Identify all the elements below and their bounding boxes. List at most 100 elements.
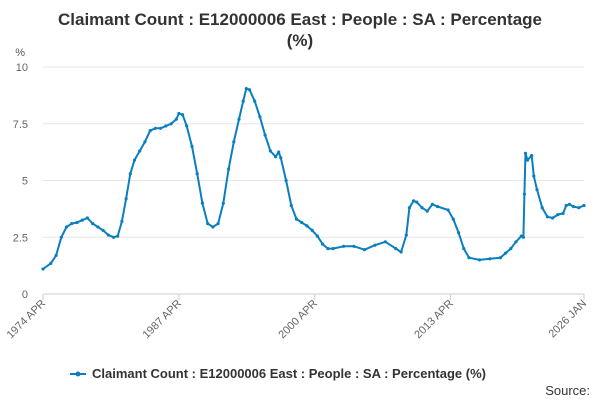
data-point[interactable]	[446, 208, 450, 212]
data-point[interactable]	[509, 247, 513, 251]
data-point[interactable]	[394, 247, 398, 251]
data-point[interactable]	[420, 206, 424, 210]
data-point[interactable]	[268, 149, 272, 153]
data-point[interactable]	[412, 199, 416, 203]
data-point[interactable]	[289, 203, 293, 208]
data-point[interactable]	[521, 235, 526, 239]
data-point[interactable]	[315, 234, 319, 238]
data-point[interactable]	[263, 133, 267, 137]
data-point[interactable]	[70, 222, 74, 226]
data-point[interactable]	[310, 228, 314, 232]
data-point[interactable]	[164, 124, 168, 128]
data-point[interactable]	[132, 158, 137, 162]
data-point[interactable]	[241, 99, 245, 103]
data-point[interactable]	[185, 124, 189, 128]
data-point[interactable]	[342, 244, 346, 248]
data-point[interactable]	[49, 261, 53, 265]
data-point[interactable]	[430, 202, 434, 206]
data-point[interactable]	[525, 158, 530, 162]
data-point[interactable]	[436, 205, 440, 209]
data-point[interactable]	[190, 144, 194, 148]
data-point[interactable]	[153, 126, 157, 130]
data-point[interactable]	[195, 172, 199, 176]
data-point[interactable]	[415, 200, 419, 204]
data-point[interactable]	[535, 188, 539, 192]
data-point[interactable]	[556, 213, 560, 217]
data-point[interactable]	[54, 253, 58, 257]
data-point[interactable]	[169, 122, 173, 126]
data-point[interactable]	[425, 209, 429, 213]
data-point[interactable]	[221, 201, 225, 205]
data-point[interactable]	[582, 203, 586, 208]
data-point[interactable]	[116, 234, 120, 238]
data-point[interactable]	[294, 217, 299, 221]
data-point[interactable]	[451, 217, 455, 221]
data-point[interactable]	[211, 225, 215, 229]
data-point[interactable]	[101, 228, 105, 232]
data-point[interactable]	[274, 155, 278, 159]
data-point[interactable]	[91, 222, 95, 226]
data-point[interactable]	[216, 222, 220, 226]
data-point[interactable]	[227, 167, 231, 171]
data-point[interactable]	[277, 150, 281, 154]
data-point[interactable]	[498, 256, 502, 260]
data-point[interactable]	[326, 247, 330, 251]
data-point[interactable]	[237, 117, 241, 121]
data-point[interactable]	[181, 113, 185, 117]
data-point[interactable]	[567, 202, 572, 206]
data-point[interactable]	[467, 256, 471, 260]
data-point[interactable]	[305, 224, 309, 228]
legend[interactable]: Claimant Count : E12000006 East : People…	[70, 366, 486, 381]
data-point[interactable]	[577, 206, 581, 210]
data-point[interactable]	[143, 140, 147, 144]
data-point[interactable]	[75, 220, 79, 225]
data-point[interactable]	[41, 267, 45, 271]
data-point[interactable]	[462, 247, 466, 251]
data-point[interactable]	[174, 117, 178, 121]
data-point[interactable]	[279, 156, 283, 160]
data-point[interactable]	[399, 250, 403, 254]
data-point[interactable]	[362, 248, 367, 252]
data-point[interactable]	[244, 87, 248, 91]
data-point[interactable]	[148, 129, 152, 133]
data-point[interactable]	[85, 216, 89, 220]
data-point[interactable]	[477, 258, 482, 262]
data-point[interactable]	[258, 115, 262, 119]
data-point[interactable]	[284, 178, 288, 183]
data-point[interactable]	[523, 151, 528, 155]
data-point[interactable]	[96, 225, 100, 229]
data-point[interactable]	[514, 240, 518, 244]
data-point[interactable]	[540, 206, 544, 210]
data-point[interactable]	[159, 126, 163, 130]
data-point[interactable]	[59, 235, 63, 239]
data-point[interactable]	[564, 203, 568, 208]
data-point[interactable]	[530, 153, 534, 158]
data-point[interactable]	[571, 205, 576, 209]
data-point[interactable]	[124, 197, 128, 201]
data-point[interactable]	[522, 192, 527, 196]
data-point[interactable]	[80, 218, 84, 222]
data-point[interactable]	[373, 243, 377, 247]
data-point[interactable]	[138, 149, 142, 153]
data-point[interactable]	[106, 233, 110, 237]
data-point[interactable]	[247, 88, 252, 92]
data-point[interactable]	[532, 174, 536, 178]
data-point[interactable]	[383, 240, 387, 244]
data-point[interactable]	[112, 235, 116, 239]
data-point[interactable]	[177, 111, 181, 116]
data-point[interactable]	[200, 201, 204, 205]
data-point[interactable]	[300, 220, 304, 225]
data-point[interactable]	[64, 225, 69, 229]
data-point[interactable]	[504, 251, 508, 255]
data-point[interactable]	[232, 140, 236, 144]
data-point[interactable]	[561, 211, 565, 215]
data-point[interactable]	[551, 216, 555, 220]
data-point[interactable]	[352, 244, 356, 248]
data-point[interactable]	[331, 247, 335, 251]
data-point[interactable]	[545, 215, 550, 219]
data-point[interactable]	[253, 99, 257, 103]
data-point[interactable]	[128, 172, 132, 176]
data-point[interactable]	[206, 222, 210, 226]
data-point[interactable]	[457, 231, 461, 235]
data-point[interactable]	[321, 242, 325, 246]
